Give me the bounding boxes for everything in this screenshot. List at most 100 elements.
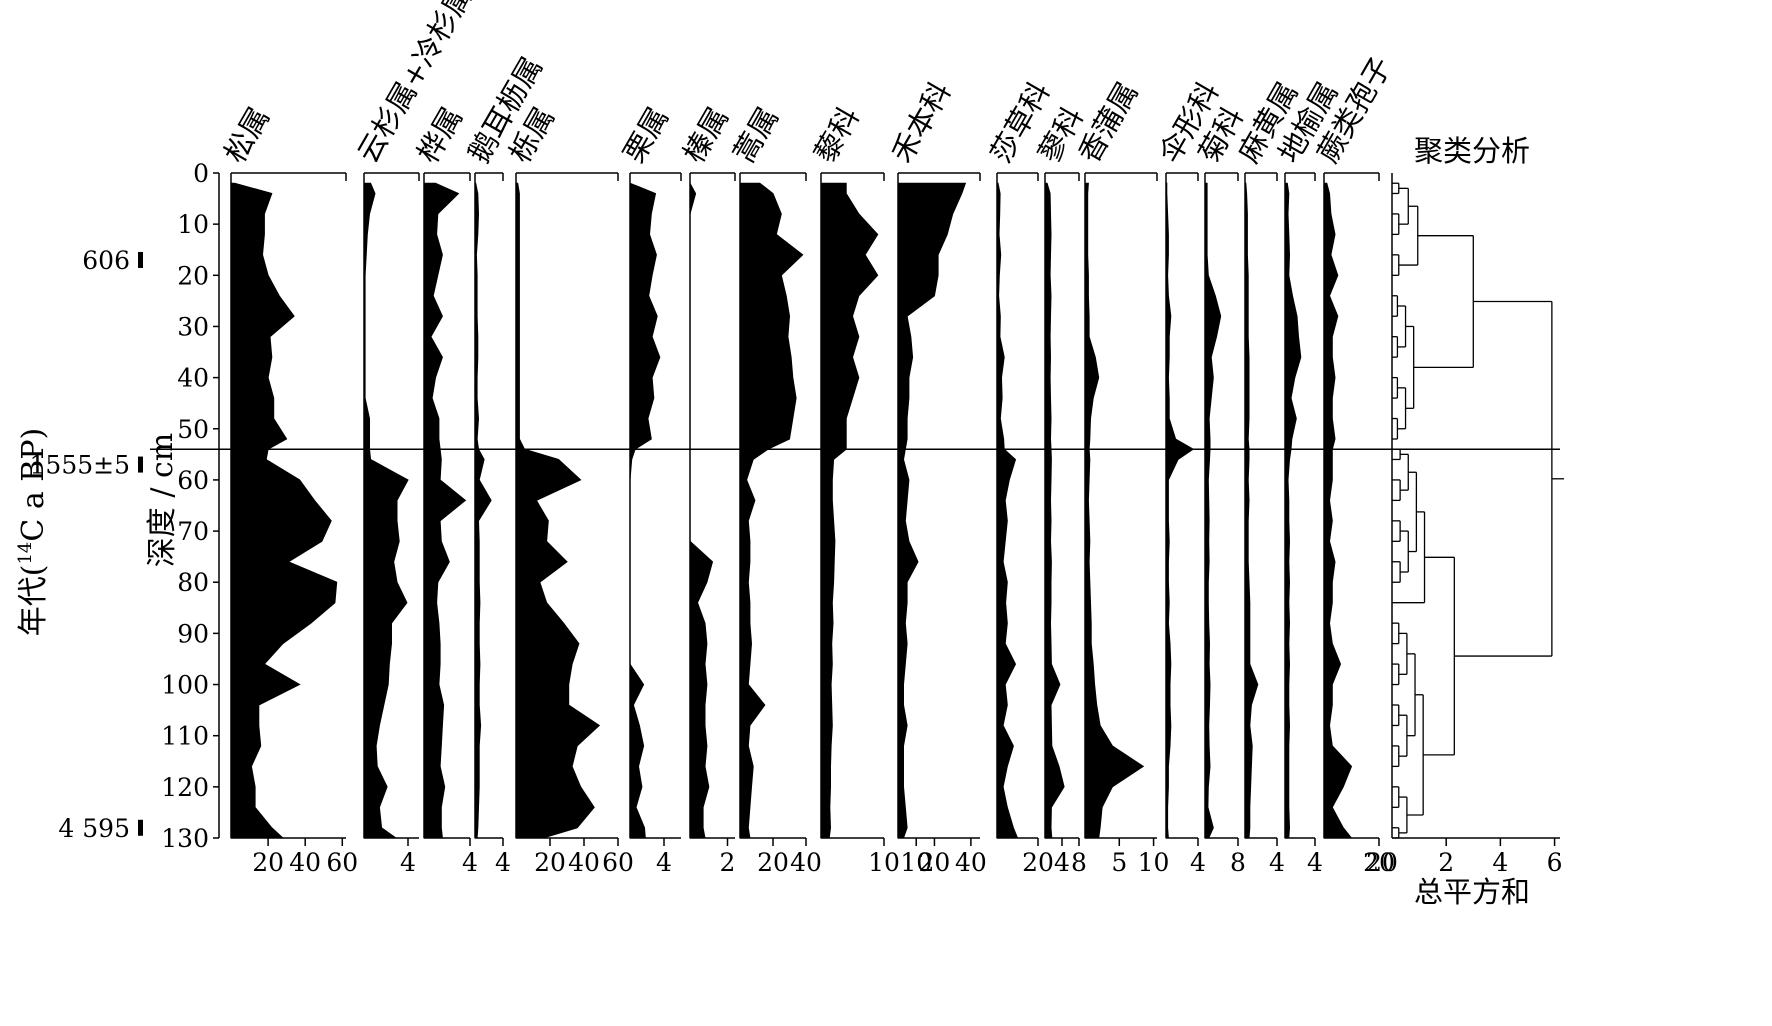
panel-tick-label: 20 [534, 848, 566, 877]
age-marker-label: 4 595 [58, 814, 130, 843]
panel-tick-label: 2 [720, 848, 736, 877]
depth-tick-label: 30 [177, 312, 209, 341]
cluster-title: 聚类分析 [1414, 134, 1530, 168]
cluster-xlabel: 总平方和 [1414, 875, 1530, 909]
panel-tick-label: 10 [1138, 848, 1170, 877]
panel-tick-label: 20 [919, 848, 951, 877]
taxon-area [996, 182, 1019, 839]
taxon-area [423, 182, 467, 839]
taxon-name: 榛属 [677, 101, 735, 168]
panel-tick-label: 4 [1054, 848, 1070, 877]
taxon-panel: 20 40 蒿属 [727, 101, 822, 877]
taxon-panel: 10 藜科 [808, 101, 900, 877]
age-label-superscript: 14 [15, 542, 36, 565]
depth-tick-label: 110 [161, 722, 209, 751]
panel-tick-label: 8 [1230, 848, 1246, 877]
panel-tick-label: 4 [656, 848, 672, 877]
panel-tick-label: 20 [757, 848, 789, 877]
panel-tick-label: 5 [1111, 848, 1127, 877]
depth-tick-label: 120 [161, 773, 209, 802]
depth-tick-label: 70 [177, 517, 209, 546]
panel-tick-label: 10 [900, 848, 932, 877]
taxon-area [1244, 182, 1259, 839]
cluster-tick-label: 20 [1366, 848, 1398, 877]
age-marker-label: 1555±5 [30, 451, 130, 480]
panel-tick-label: 20 [1022, 848, 1054, 877]
cluster-tick-label: 6 [1547, 848, 1563, 877]
taxon-area [1284, 182, 1302, 839]
panel-tick-label: 20 [252, 848, 284, 877]
depth-tick-label: 20 [177, 261, 209, 290]
taxon-panel: 2 榛属 [677, 101, 736, 877]
age-label-part1: 年代( [16, 565, 51, 637]
age-axis-label: 年代(14C a BP) [15, 428, 51, 636]
taxon-area [1204, 182, 1222, 839]
age-axis: 年代(14C a BP) 606 1555±5 4 595 [15, 246, 143, 843]
taxon-area [1084, 182, 1145, 839]
cluster-tick-label: 4 [1492, 848, 1508, 877]
panel-tick-label: 4 [1269, 848, 1285, 877]
panel-tick-label: 60 [326, 848, 358, 877]
taxon-area [629, 182, 661, 839]
panel-tick-label: 4 [462, 848, 478, 877]
panel-tick-label: 60 [602, 848, 634, 877]
cluster-tick-label: 2 [1438, 848, 1454, 877]
taxon-area [1165, 182, 1195, 839]
depth-tick-label: 0 [193, 159, 209, 188]
panel-tick-label: 10 [868, 848, 900, 877]
taxon-panel: 4 桦属 [411, 101, 478, 877]
taxon-area [739, 182, 804, 839]
taxon-panel: 8菊科 [1192, 101, 1250, 877]
taxon-area [1323, 182, 1353, 839]
age-marker-label: 606 [82, 246, 130, 275]
depth-axis: 深度 / cm 0 10 20 30 40 50 60 70 80 90 100 110 120 130 [145, 159, 220, 853]
taxon-area [515, 182, 601, 839]
taxon-area [1044, 182, 1065, 839]
panel-tick-label: 4 [1307, 848, 1323, 877]
taxon-area [363, 182, 409, 839]
age-marker-bar [138, 456, 143, 473]
taxon-name: 蒿属 [727, 101, 785, 168]
age-label-part2: C a BP) [16, 428, 51, 542]
panel-tick-label: 40 [790, 848, 822, 877]
taxon-name: 松属 [218, 101, 276, 168]
taxon-panel: 4 栗属 [617, 101, 682, 877]
taxon-panel: 4 8蓼科 [1032, 101, 1090, 877]
depth-tick-label: 60 [177, 466, 209, 495]
depth-tick-label: 130 [161, 824, 209, 853]
depth-tick-label: 100 [161, 671, 209, 700]
taxon-area [897, 182, 967, 839]
panel-tick-label: 40 [289, 848, 321, 877]
taxon-area [474, 182, 492, 839]
panel-tick-label: 8 [1071, 848, 1087, 877]
taxon-name: 桦属 [411, 101, 469, 168]
depth-tick-label: 90 [177, 619, 209, 648]
panel-tick-label: 40 [955, 848, 987, 877]
taxon-panel: 20 40 60 松属 [218, 101, 359, 877]
taxon-name: 栗属 [617, 101, 675, 168]
age-marker-bar [138, 819, 143, 836]
panel-tick-label: 4 [495, 848, 511, 877]
taxon-name: 禾本科 [885, 76, 958, 168]
taxon-area [689, 182, 714, 839]
panel-tick-label: 4 [400, 848, 416, 877]
taxon-area [820, 182, 879, 839]
depth-tick-label: 10 [177, 210, 209, 239]
depth-tick-label: 50 [177, 415, 209, 444]
depth-tick-label: 80 [177, 568, 209, 597]
depth-axis-label: 深度 / cm [145, 433, 180, 567]
panel-tick-label: 20 [1363, 848, 1395, 877]
age-marker-bar [138, 251, 143, 268]
taxon-name: 藜科 [808, 101, 866, 168]
taxon-area [230, 182, 338, 839]
panel-tick-label: 40 [568, 848, 600, 877]
